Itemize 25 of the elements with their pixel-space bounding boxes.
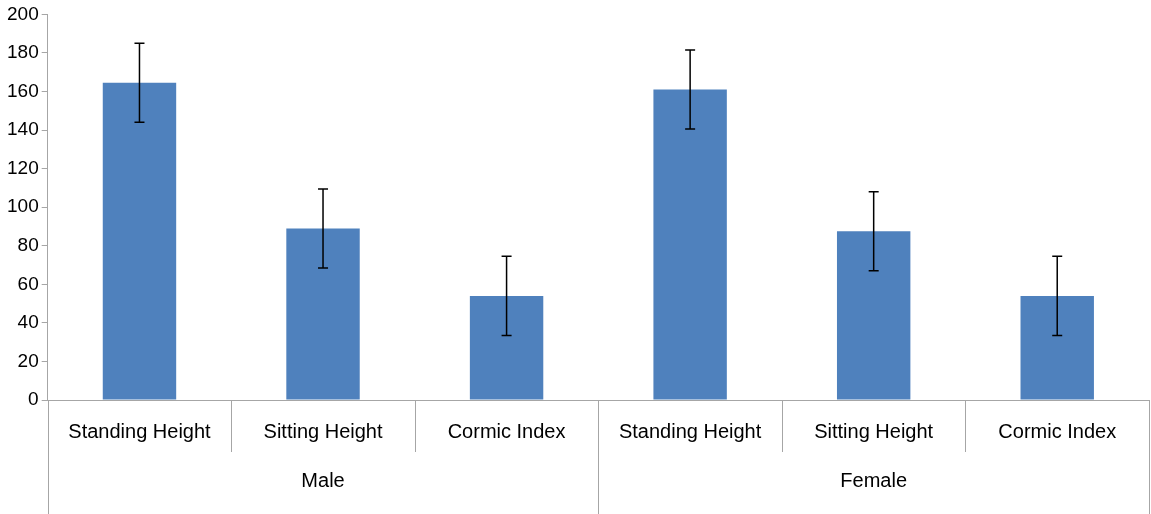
bar: [102, 82, 177, 400]
x-tick-label: Cormic Index: [447, 419, 566, 442]
y-tick-label: 120: [7, 156, 39, 178]
x-tick-label: Sitting Height: [263, 419, 383, 442]
x-tick-label: Cormic Index: [998, 419, 1117, 442]
y-tick-label: 140: [7, 118, 39, 140]
bar: [1020, 295, 1094, 400]
y-tick-label: 0: [28, 388, 39, 410]
y-tick-label: 160: [7, 79, 39, 101]
text: Male: [301, 468, 345, 491]
text: Female: [840, 468, 908, 491]
y-tick-label: 80: [17, 233, 39, 255]
bar: [836, 231, 911, 400]
bar: [286, 228, 360, 400]
y-tick-label: 40: [17, 311, 39, 333]
bar: [469, 295, 544, 400]
y-tick-label: 180: [7, 41, 39, 63]
y-tick-label: 100: [7, 195, 39, 217]
y-tick-label: 20: [17, 349, 39, 371]
x-tick-label: Sitting Height: [814, 419, 934, 442]
y-tick-label: 60: [17, 272, 39, 294]
x-tick-label: Standing Height: [68, 419, 212, 442]
x-tick-label: Standing Height: [618, 419, 762, 442]
y-tick-label: 200: [7, 2, 39, 24]
bar: [653, 89, 727, 400]
